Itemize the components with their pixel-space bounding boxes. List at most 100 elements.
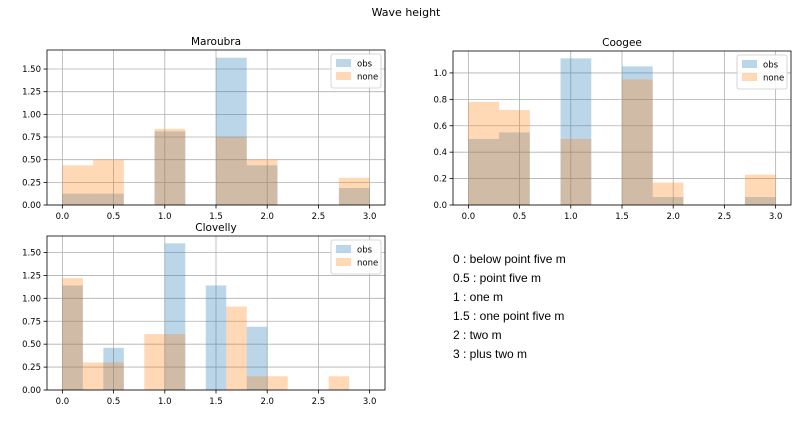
bar-none xyxy=(246,376,268,390)
x-tick-label: 1.0 xyxy=(564,212,578,222)
y-tick-label: 1.00 xyxy=(22,110,41,120)
y-tick-label: 0.00 xyxy=(22,201,41,211)
legend-swatch-obs xyxy=(742,60,757,68)
bar-none xyxy=(164,334,186,390)
x-tick-label: 1.5 xyxy=(615,212,629,222)
bar-obs xyxy=(205,285,227,390)
x-tick-label: 0.5 xyxy=(107,397,121,407)
bar-obs xyxy=(468,138,500,205)
y-tick-label: 0.0 xyxy=(433,201,447,211)
y-tick-label: 1.00 xyxy=(22,294,41,304)
bar-obs xyxy=(744,197,776,205)
bar-none xyxy=(744,174,776,205)
bar-none xyxy=(103,362,124,390)
bar-none xyxy=(652,182,684,205)
bar-none xyxy=(62,165,94,205)
x-tick-label: 3.0 xyxy=(363,397,377,407)
note-line: 1.5 : one point five m xyxy=(453,309,565,323)
subplot-coogee: 0.0 0.5 1.0 1.5 2.0 2.5 3.0 0.0 0.2 0.4 0.6 0.8 1.0 C… xyxy=(433,37,792,222)
bar-obs xyxy=(93,193,124,205)
subplot-clovelly: 0.0 0.5 1.0 1.5 2.0 2.5 3.0 0.00 0.25 0.50 0.75 1.0… xyxy=(22,222,386,407)
legend: obs none xyxy=(736,54,788,90)
legend-label-none: none xyxy=(357,259,378,269)
subplot-title: Coogee xyxy=(602,37,642,49)
y-tick-label: 0.75 xyxy=(22,133,41,143)
x-tick-label: 2.0 xyxy=(260,212,274,222)
bar-obs xyxy=(216,57,247,205)
y-tick-label: 1.50 xyxy=(22,249,41,259)
legend-label-obs: obs xyxy=(357,60,373,70)
bar-none xyxy=(622,79,653,205)
value-key-notes: 0 : below point five m 0.5 : point five … xyxy=(453,250,566,364)
figure-title: Wave height xyxy=(372,6,441,19)
x-tick-label: 2.0 xyxy=(666,212,680,222)
bar-obs xyxy=(246,326,268,390)
x-tick-label: 2.5 xyxy=(718,212,732,222)
y-tick-label: 1.50 xyxy=(22,65,41,75)
legend: obs none xyxy=(330,239,382,275)
y-tick-label: 0.8 xyxy=(433,95,447,105)
legend-label-none: none xyxy=(357,73,378,83)
y-tick-label: 1.25 xyxy=(22,271,41,281)
legend-label-none: none xyxy=(763,74,784,84)
bar-none xyxy=(328,376,350,390)
bar-none xyxy=(246,159,278,205)
x-tick-label: 2.5 xyxy=(312,212,326,222)
x-tick-label: 1.0 xyxy=(158,212,172,222)
y-tick-label: 0.00 xyxy=(22,386,41,396)
x-tick-label: 0.0 xyxy=(56,212,70,222)
legend: obs none xyxy=(330,53,382,89)
legend-label-obs: obs xyxy=(357,246,373,256)
bar-none xyxy=(216,137,247,205)
bar-none xyxy=(62,278,83,390)
bar-none xyxy=(468,101,500,205)
subplot-maroubra: 0.0 0.5 1.0 1.5 2.0 2.5 3.0 0.00 0.25 0.50 0.75 1.0… xyxy=(22,36,386,222)
bar-obs xyxy=(103,347,124,390)
legend-frame xyxy=(330,53,382,89)
bar-obs xyxy=(622,66,653,205)
x-tick-label: 1.5 xyxy=(209,397,223,407)
y-tick-label: 1.25 xyxy=(22,88,41,98)
bar-none xyxy=(267,376,288,390)
bar-obs xyxy=(164,243,186,390)
bar-obs xyxy=(652,197,684,205)
bar-obs xyxy=(338,188,370,205)
note-line: 0.5 : point five m xyxy=(453,271,542,285)
bar-none xyxy=(499,109,530,205)
y-tick-label: 0.25 xyxy=(22,178,41,188)
subplot-title: Maroubra xyxy=(191,36,241,48)
legend-frame xyxy=(736,54,788,90)
note-line: 3 : plus two m xyxy=(453,347,528,361)
legend-swatch-obs xyxy=(336,59,351,67)
bar-none xyxy=(93,159,124,205)
legend-frame xyxy=(330,239,382,275)
y-tick-label: 0.50 xyxy=(22,156,41,166)
x-tick-label: 0.0 xyxy=(56,397,70,407)
bar-obs xyxy=(62,193,94,205)
legend-swatch-none xyxy=(336,258,351,266)
x-tick-label: 3.0 xyxy=(769,212,783,222)
y-tick-label: 0.75 xyxy=(22,317,41,327)
x-tick-label: 2.0 xyxy=(260,397,274,407)
x-tick-label: 0.5 xyxy=(107,212,121,222)
legend-swatch-none xyxy=(336,72,351,80)
bar-obs xyxy=(560,58,592,205)
x-tick-label: 1.0 xyxy=(158,397,172,407)
y-tick-label: 0.50 xyxy=(22,340,41,350)
y-tick-label: 0.25 xyxy=(22,363,41,373)
note-line: 0 : below point five m xyxy=(453,252,566,266)
y-tick-label: 1.0 xyxy=(433,69,447,79)
x-tick-label: 3.0 xyxy=(363,212,377,222)
y-tick-label: 0.6 xyxy=(433,122,447,132)
legend-swatch-none xyxy=(742,73,757,81)
bar-obs xyxy=(246,165,278,205)
bar-obs xyxy=(62,285,83,390)
bar-none xyxy=(144,334,165,390)
bar-none xyxy=(338,177,370,205)
bar-none xyxy=(226,306,247,390)
bar-none xyxy=(560,138,592,205)
bar-none xyxy=(154,128,186,205)
bar-obs xyxy=(154,131,186,205)
bar-obs xyxy=(499,132,530,205)
